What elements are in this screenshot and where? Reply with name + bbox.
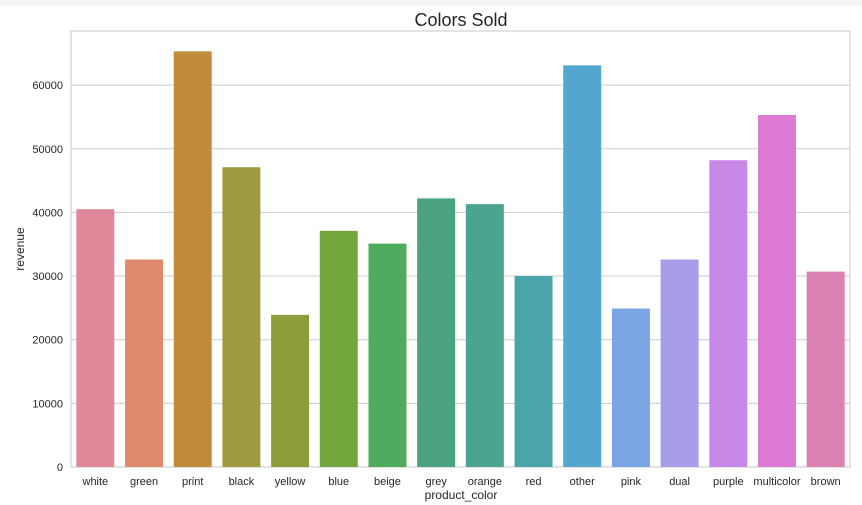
window-top-strip [0,0,862,6]
bar-white [76,209,115,467]
x-tick-label-green: green [130,476,158,488]
bar-print [173,51,212,467]
bar-other [563,65,602,468]
y-tick-label: 20000 [32,335,63,347]
x-tick-label-grey: grey [425,476,447,488]
bar-brown [806,271,845,467]
x-tick-label-beige: beige [374,476,401,488]
x-tick-label-red: red [526,476,542,488]
x-tick-label-dual: dual [669,476,690,488]
x-tick-label-orange: orange [468,476,502,488]
x-tick-label-black: black [229,476,255,488]
bar-orange [465,204,504,467]
chart-title: Colors Sold [414,10,507,30]
y-tick-label: 30000 [32,271,63,283]
x-tick-label-yellow: yellow [275,476,306,488]
y-tick-labels: 0 10000 20000 30000 40000 50000 60000 [32,80,63,474]
bar-blue [319,230,358,467]
x-tick-label-brown: brown [811,476,841,488]
y-axis-title: revenue [13,227,27,271]
bar-multicolor [757,115,796,467]
y-tick-label: 60000 [32,80,63,92]
x-axis-title: product_color [425,488,498,502]
y-tick-label: 0 [57,462,63,474]
bars [76,51,845,468]
x-tick-labels: white green print black yellow blue beige grey o… [82,476,841,488]
bar-pink [611,308,650,467]
x-tick-label-multicolor: multicolor [753,476,800,488]
x-tick-label-purple: purple [713,476,744,488]
x-tick-label-pink: pink [621,476,642,488]
x-tick-label-other: other [570,476,595,488]
bar-grey [417,198,456,467]
x-tick-label-white: white [82,476,109,488]
y-tick-label: 10000 [32,398,63,410]
bar-red [514,276,553,467]
bar-purple [709,160,748,468]
bar-green [125,259,164,467]
bar-black [222,167,261,468]
bar-dual [660,259,699,467]
y-tick-label: 40000 [32,207,63,219]
x-tick-label-print: print [182,476,203,488]
x-tick-label-blue: blue [328,476,349,488]
y-tick-label: 50000 [32,144,63,156]
bar-beige [368,243,407,467]
bar-yellow [271,314,310,467]
